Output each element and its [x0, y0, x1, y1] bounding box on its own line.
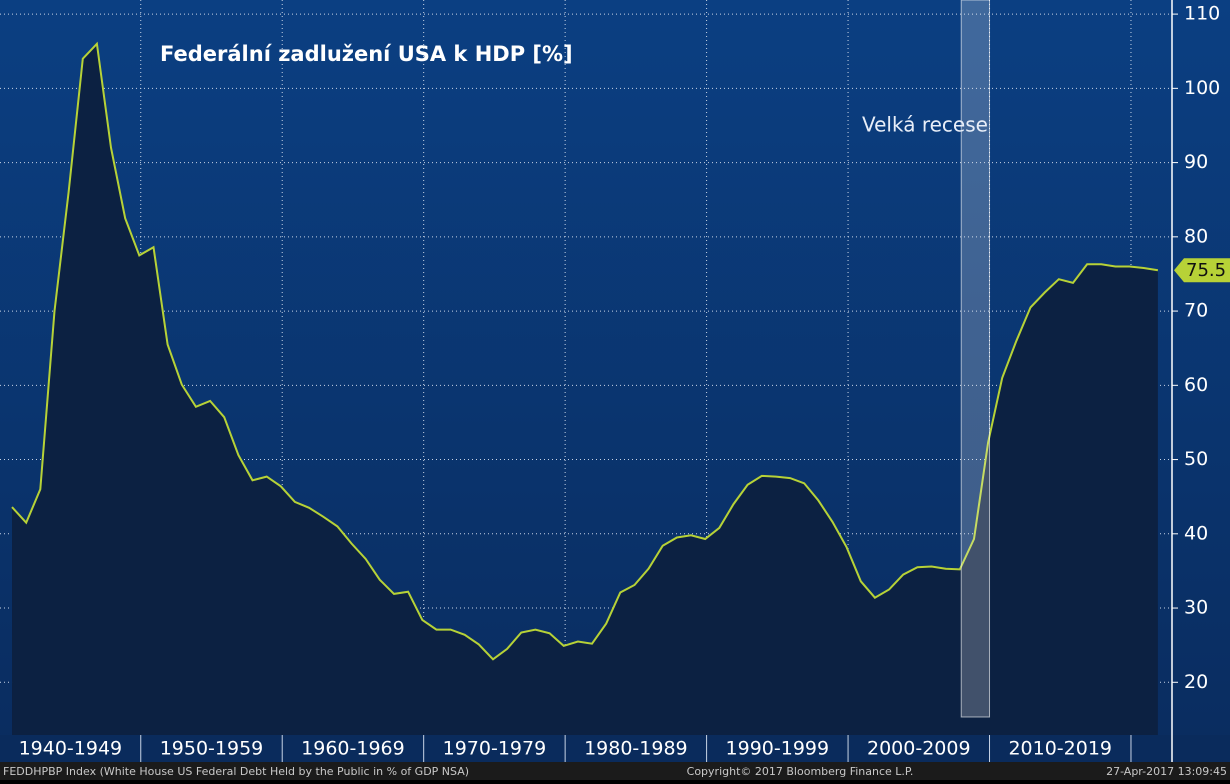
- y-tick-label: 100: [1184, 77, 1220, 99]
- y-tick-label: 20: [1184, 671, 1208, 693]
- y-tick-label: 80: [1184, 225, 1208, 247]
- x-tick-label: 2000-2009: [867, 738, 971, 760]
- last-value-label: 75.5: [1186, 260, 1226, 281]
- footer-bar: [0, 762, 1230, 780]
- last-value-tag: [1174, 258, 1230, 283]
- footer-copyright: Copyright© 2017 Bloomberg Finance L.P.: [687, 765, 914, 778]
- annotation: Velká recese: [862, 113, 988, 137]
- y-tick-label: 110: [1184, 3, 1220, 25]
- y-tick-label: 60: [1184, 374, 1208, 396]
- y-tick-label: 40: [1184, 522, 1208, 544]
- x-tick-label: 1960-1969: [301, 738, 405, 760]
- x-tick-label: 1950-1959: [160, 738, 264, 760]
- x-axis-strip: [0, 735, 1230, 762]
- y-tick-label: 70: [1184, 300, 1208, 322]
- y-tick-label: 90: [1184, 151, 1208, 173]
- y-tick-label: 30: [1184, 597, 1208, 619]
- plot: 20 30 40 50 60 70 80 90 100 110 1940-1949 1950-1959…: [0, 0, 1230, 762]
- x-tick-label: 2010-2019: [1008, 738, 1112, 760]
- x-tick-label: 1940-1949: [19, 738, 123, 760]
- area: [12, 43, 1158, 736]
- x-tick-label: 1980-1989: [584, 738, 688, 760]
- x-tick-label: 1970-1979: [443, 738, 547, 760]
- chart-title: Federální zadlužení USA k HDP [%]: [160, 42, 573, 66]
- x-tick-label: 1990-1999: [726, 738, 830, 760]
- line: [11, 41, 1159, 661]
- footer-source: FEDDHPBP Index (White House US Federal D…: [3, 765, 469, 778]
- footer-timestamp: 27-Apr-2017 13:09:45: [1106, 765, 1227, 778]
- y-tick-label: 50: [1184, 448, 1208, 470]
- shaded-range: [960, 0, 991, 718]
